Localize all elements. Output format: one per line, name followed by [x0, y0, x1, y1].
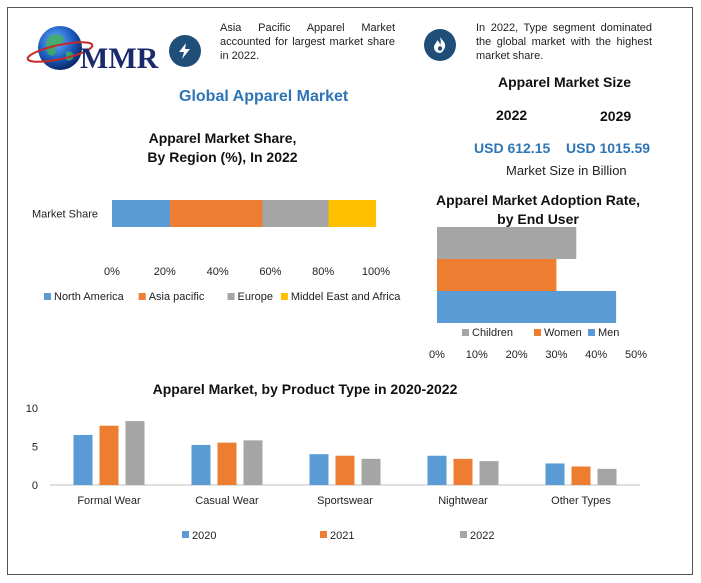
x-tick-label: 30%: [545, 349, 567, 361]
legend-label: Women: [544, 327, 582, 339]
region-chart-title: Apparel Market Share, By Region (%), In …: [147, 130, 298, 165]
legend-label: Men: [598, 327, 619, 339]
legend-swatch: [534, 329, 541, 336]
bar-2021-other-types: [571, 466, 591, 485]
logo-text: MMR: [80, 42, 159, 75]
x-tick-label: 10%: [466, 349, 488, 361]
legend-label: Children: [472, 327, 513, 339]
market-size-year-2029: 2029: [600, 108, 632, 124]
legend-swatch: [320, 531, 327, 538]
bar-segment-north-america: [112, 200, 171, 227]
legend-label: Middel East and Africa: [291, 291, 401, 303]
bar-women: [437, 259, 557, 291]
x-tick-label: 20%: [154, 266, 176, 278]
globe-icon: [26, 26, 94, 70]
x-tick-label: 40%: [585, 349, 607, 361]
infographic-frame: [7, 7, 693, 575]
legend-label: Asia pacific: [149, 291, 205, 303]
x-tick-label: 0%: [104, 266, 120, 278]
product-type-chart: 0 5 10 Formal Wear Casual Wear Sportswear Nigh…: [26, 403, 640, 542]
bar-2022-formal-wear: [125, 421, 145, 485]
page-title: Global Apparel Market: [179, 88, 349, 105]
x-category-label: Casual Wear: [195, 495, 259, 507]
x-tick-label: 80%: [312, 266, 334, 278]
x-tick-label: 100%: [362, 266, 390, 278]
bar-2021-sportswear: [335, 455, 355, 485]
x-tick-label: 50%: [625, 349, 647, 361]
bar-segment-asia-pacific: [170, 200, 263, 227]
market-size-title: Apparel Market Size: [498, 74, 632, 90]
bar-2020-nightwear: [427, 455, 447, 485]
bar-segment-europe: [262, 200, 329, 227]
x-tick-label: 60%: [259, 266, 281, 278]
logo: MMR: [24, 22, 158, 77]
market-size-value-2022: USD 612.15: [474, 140, 551, 156]
legend-label: 2021: [330, 530, 354, 542]
adoption-rate-chart: Children Women Men 0% 10% 20% 30% 40% 50%: [429, 227, 647, 361]
callout-asia-pacific: Asia Pacific Apparel Market accounted fo…: [220, 22, 395, 62]
legend-swatch: [44, 293, 51, 300]
bar-2022-sportswear: [361, 458, 381, 485]
bar-2022-nightwear: [479, 461, 499, 485]
y-tick-label: 0: [32, 480, 38, 492]
legend-label: Europe: [238, 291, 273, 303]
callout-type-segment: In 2022, Type segment dominated the glob…: [476, 22, 652, 62]
y-tick-label: 5: [32, 442, 38, 454]
market-size-unit: Market Size in Billion: [506, 163, 627, 178]
legend-label: 2022: [470, 530, 494, 542]
bar-2020-formal-wear: [73, 434, 93, 485]
bar-men: [437, 291, 617, 323]
x-tick-label: 40%: [207, 266, 229, 278]
bar-children: [437, 227, 577, 259]
bar-2020-sportswear: [309, 454, 329, 485]
category-label: Market Share: [32, 209, 98, 221]
lightning-icon-badge: [169, 35, 201, 67]
x-category-label: Sportswear: [317, 495, 373, 507]
legend-swatch: [588, 329, 595, 336]
legend-swatch: [462, 329, 469, 336]
bar-2022-casual-wear: [243, 440, 263, 485]
legend-swatch: [138, 293, 146, 300]
x-tick-label: 20%: [506, 349, 528, 361]
legend-swatch: [460, 531, 467, 538]
x-category-label: Other Types: [551, 495, 611, 507]
bar-2021-formal-wear: [99, 425, 119, 485]
lightning-icon: [179, 43, 190, 59]
legend-label: North America: [54, 291, 125, 303]
x-tick-label: 0%: [429, 349, 445, 361]
bar-2020-casual-wear: [191, 444, 211, 485]
product-chart-title: Apparel Market, by Product Type in 2020-…: [152, 381, 458, 397]
legend-swatch: [227, 293, 235, 300]
bar-2021-casual-wear: [217, 442, 237, 485]
flame-icon: [434, 37, 446, 53]
legend-swatch: [182, 531, 189, 538]
adoption-chart-title: Apparel Market Adoption Rate, by End Use…: [435, 192, 641, 227]
bar-2021-nightwear: [453, 458, 473, 485]
market-size-year-2022: 2022: [496, 107, 528, 123]
legend-label: 2020: [192, 530, 216, 542]
flame-icon-badge: [424, 29, 456, 61]
y-tick-label: 10: [26, 403, 38, 415]
x-category-label: Formal Wear: [77, 495, 141, 507]
market-size-value-2029: USD 1015.59: [566, 140, 651, 156]
legend-swatch: [280, 293, 288, 300]
bar-2020-other-types: [545, 463, 565, 485]
x-category-label: Nightwear: [438, 495, 488, 507]
bar-segment-middel-east-and-africa: [328, 200, 376, 227]
bar-2022-other-types: [597, 468, 617, 485]
region-share-chart: Market Share 0% 20% 40% 60% 80% 100% North Amer…: [32, 200, 401, 303]
